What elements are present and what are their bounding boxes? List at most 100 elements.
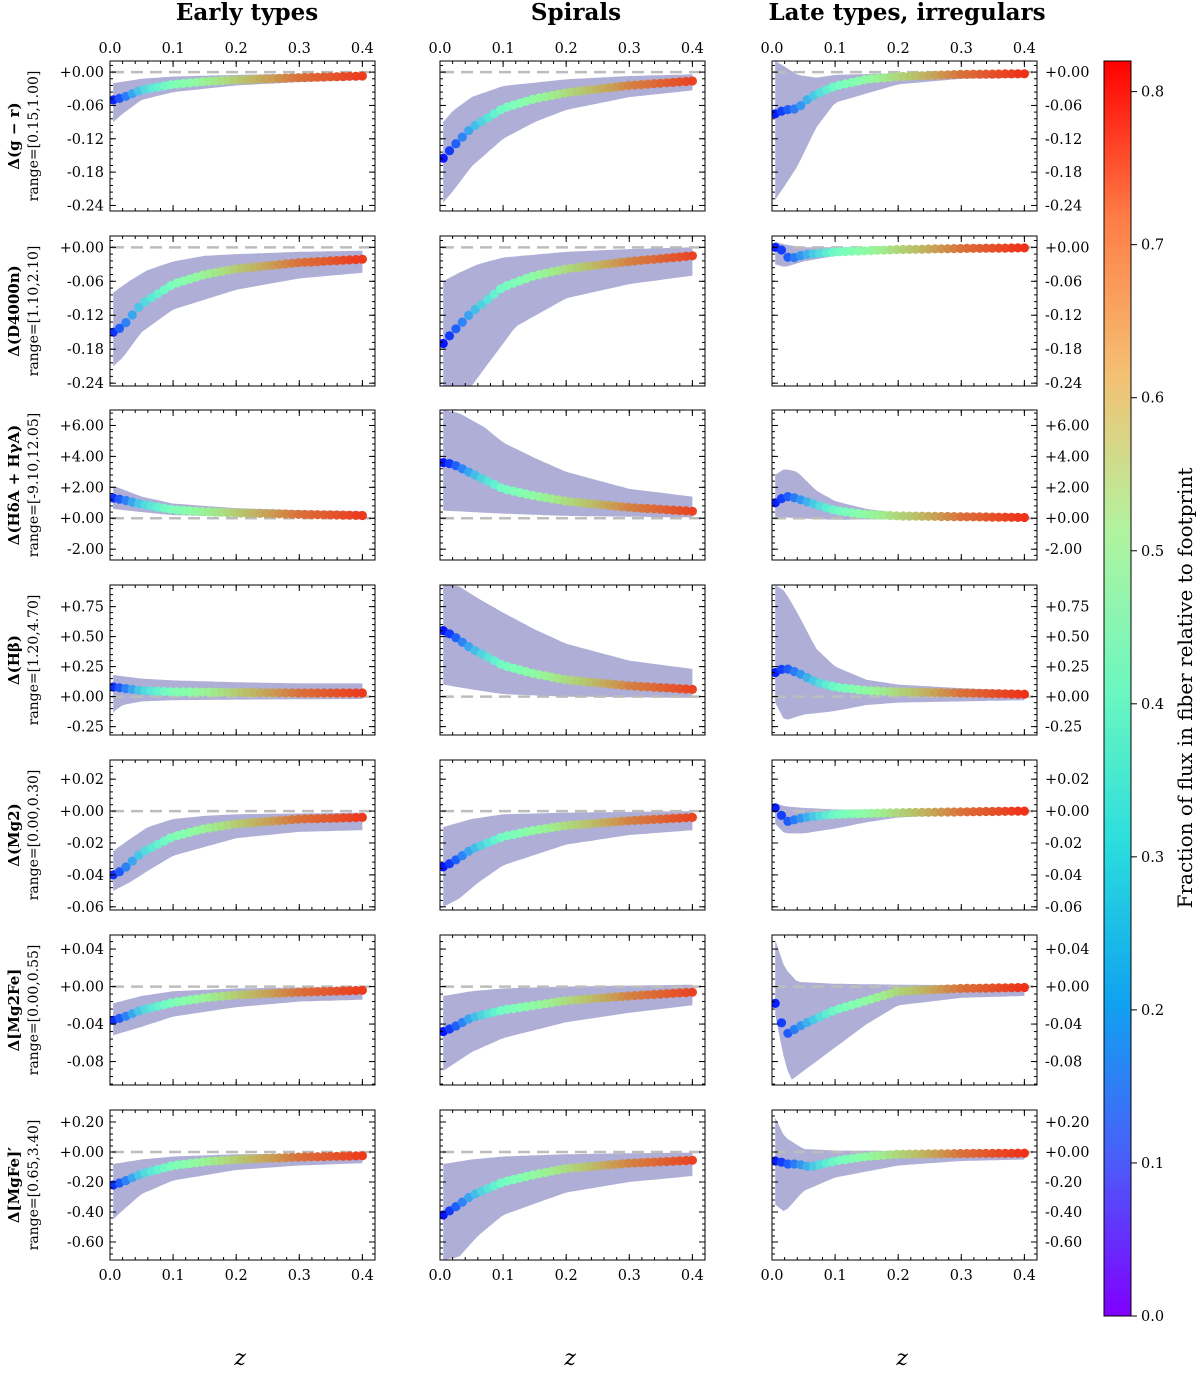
data-point: [917, 687, 927, 697]
panel-frame: [439, 759, 706, 911]
data-point: [796, 101, 806, 111]
y-tick-label-left: +0.00: [60, 1145, 104, 1161]
data-point: [451, 324, 461, 334]
data-point: [281, 73, 291, 83]
data-point: [313, 987, 323, 997]
data-point: [249, 688, 259, 698]
data-point: [293, 688, 304, 698]
column-title-spirals: Spirals: [531, 0, 621, 26]
data-point: [898, 1149, 908, 1159]
data-point: [351, 813, 361, 823]
x-tick-label-bottom: 0.3: [288, 1268, 311, 1284]
y-tick-label-left: -0.40: [67, 1205, 104, 1221]
x-tick-label-bottom: 0.4: [681, 1268, 704, 1284]
data-point: [892, 808, 902, 818]
data-point: [210, 687, 220, 697]
data-point: [943, 688, 953, 698]
panel-r6-late: +0.04 +0.00 -0.04 -0.08: [771, 934, 1089, 1086]
data-point: [1013, 1148, 1023, 1158]
data-point: [300, 688, 310, 698]
data-point: [936, 244, 946, 254]
y-tick-label-left: -0.08: [67, 1055, 104, 1071]
y-tick-label-left: +2.00: [60, 480, 104, 496]
data-point: [319, 510, 329, 520]
data-point: [1013, 689, 1023, 699]
confidence-band: [775, 469, 1025, 520]
y-tick-label-right: -0.25: [1045, 720, 1082, 736]
data-point: [987, 689, 998, 699]
data-point: [1013, 806, 1023, 816]
data-point: [325, 1151, 335, 1161]
x-tick-label-bottom: 0.3: [950, 1268, 973, 1284]
data-point: [898, 687, 908, 697]
x-tick-label-top: 0.3: [618, 41, 641, 57]
y-tick-label-left: +0.00: [60, 240, 104, 256]
data-point: [114, 867, 125, 877]
row-label-1: Δ(g − r): [5, 102, 23, 169]
x-tick-label-bottom: 0.1: [162, 1268, 185, 1284]
y-tick-label-left: +0.00: [60, 511, 104, 527]
data-point: [917, 244, 927, 254]
data-point: [1000, 243, 1010, 253]
data-point: [293, 1152, 304, 1162]
data-point: [313, 688, 323, 698]
x-tick-label-top: 0.1: [162, 41, 185, 57]
data-point: [1007, 1148, 1017, 1158]
panel-r7-spirals: 0.0 0.1 0.2 0.3 0.4: [428, 1109, 706, 1284]
data-point: [300, 72, 310, 83]
data-point: [860, 246, 870, 256]
data-point: [319, 1152, 329, 1162]
data-point: [911, 244, 921, 254]
data-point: [345, 986, 355, 996]
data-point: [923, 687, 934, 698]
data-point: [293, 509, 304, 519]
data-point: [351, 688, 361, 698]
panel-r3-late: +6.00 +4.00 +2.00 +0.00 -2.00: [771, 409, 1089, 561]
data-point: [261, 508, 272, 519]
data-point: [457, 132, 467, 142]
data-point: [962, 983, 972, 994]
data-point: [776, 1018, 787, 1028]
data-point: [687, 76, 698, 86]
panel-r1-spirals: 0.0 0.1 0.2 0.3 0.4: [428, 41, 706, 212]
x-tick-label-top: 0.1: [824, 41, 847, 57]
data-point: [210, 507, 220, 517]
data-point: [936, 1149, 946, 1159]
data-point: [457, 637, 467, 647]
data-point: [943, 807, 953, 817]
data-point: [338, 813, 348, 823]
data-point: [357, 1151, 367, 1161]
x-tick-label-bottom: 0.2: [225, 1268, 248, 1284]
y-tick-label-right: +0.00: [1045, 511, 1089, 527]
panel-r5-late: +0.02 +0.00 -0.02 -0.04 -0.06: [771, 759, 1089, 916]
data-point: [872, 808, 883, 818]
x-tick-label-bottom: 0.4: [1013, 1268, 1036, 1284]
colorbar-tick-label: 0.2: [1141, 1003, 1164, 1019]
data-point: [357, 254, 367, 264]
row-range-label-6: range=[0.00,0.55]: [26, 945, 42, 1076]
data-point: [1007, 243, 1017, 253]
data-point: [274, 509, 284, 519]
panel-frame: [109, 60, 376, 212]
data-point: [325, 510, 335, 520]
data-point: [1000, 806, 1010, 816]
data-point: [345, 1151, 355, 1161]
data-point: [261, 989, 272, 999]
panel-frame: [771, 584, 1038, 736]
data-point: [898, 808, 908, 818]
y-tick-label-left: -0.04: [67, 1017, 104, 1033]
data-point: [687, 1155, 698, 1165]
panel-frame: [771, 934, 1038, 1086]
x-tick-label-top: 0.3: [950, 41, 973, 57]
data-point: [319, 813, 329, 824]
data-point: [319, 688, 329, 698]
data-point: [1013, 69, 1023, 79]
data-point: [489, 289, 499, 299]
x-tick-label-bottom: 0.0: [760, 1268, 783, 1284]
data-point: [949, 511, 959, 522]
y-tick-label-left: -0.06: [67, 98, 104, 114]
data-point: [166, 687, 176, 697]
data-point: [776, 810, 787, 821]
row-range-label-7: range=[0.65,3.40]: [26, 1120, 42, 1251]
colorbar-tick-label: 0.4: [1141, 697, 1164, 713]
